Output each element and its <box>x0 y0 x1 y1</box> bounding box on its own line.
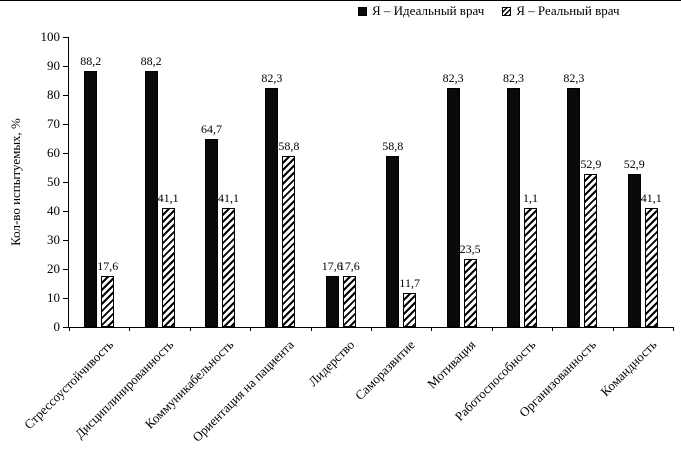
bar-real <box>101 275 115 327</box>
bar-ideal <box>627 173 641 327</box>
x-axis-tick <box>310 327 312 331</box>
x-axis-tick <box>69 327 70 331</box>
y-axis-tick <box>63 124 69 125</box>
y-axis-tick <box>63 327 69 328</box>
y-axis-tick <box>63 153 69 154</box>
y-axis-tick-label: 60 <box>47 145 60 160</box>
bar-real <box>222 207 235 327</box>
legend-label-real: Я – Реальный врач <box>516 3 620 18</box>
x-axis-tick <box>552 327 554 331</box>
y-axis-tick <box>63 298 69 299</box>
x-axis-tick <box>371 327 372 331</box>
top-border-rule <box>0 0 681 1</box>
bar-ideal <box>265 88 279 327</box>
x-axis-tick <box>491 327 493 331</box>
legend-swatch-hatch-icon <box>502 6 512 16</box>
x-axis-tick <box>612 327 614 331</box>
bar-value-label: 52,9 <box>623 156 645 171</box>
bar-value-label: 64,7 <box>201 122 222 137</box>
y-axis-tick-label: 20 <box>47 261 60 276</box>
category-label: Ориентация на пациента <box>189 337 298 445</box>
bar-value-label: 41,1 <box>218 190 239 205</box>
bar-ideal <box>386 156 400 327</box>
legend-label-ideal: Я – Идеальный врач <box>372 3 485 18</box>
x-axis-tick <box>129 327 131 331</box>
y-axis-tick-label: 10 <box>47 290 60 305</box>
bar-value-label: 17,6 <box>97 258 119 273</box>
plot-area: 0 10 20 30 40 50 60 70 80 90 100 88,2 17,6 Стрессоуст… <box>21 29 674 445</box>
y-axis-tick-label: 30 <box>47 232 60 247</box>
bar-value-label: 82,3 <box>503 71 524 86</box>
y-axis-tick-label: 80 <box>47 87 60 102</box>
bar-value-label: 88,2 <box>80 54 102 69</box>
y-axis-tick <box>63 37 69 38</box>
y-axis-tick <box>63 95 69 96</box>
bar-value-label: 23,5 <box>459 241 481 256</box>
x-axis-tick <box>673 327 674 331</box>
y-axis-tick-label: 100 <box>40 29 61 44</box>
bar-value-label: 82,3 <box>261 71 283 86</box>
bar-real <box>161 207 175 327</box>
bar-real <box>524 207 537 327</box>
category-label: Командность <box>597 337 660 400</box>
bar-ideal <box>567 88 581 327</box>
y-axis-tick-label: 90 <box>47 58 60 73</box>
bar-value-label: 82,3 <box>563 71 585 86</box>
legend: Я – Идеальный врач Я – Реальный врач <box>358 3 620 19</box>
legend-item-real: Я – Реальный врач <box>502 3 620 19</box>
bar-value-label: 58,8 <box>278 139 300 154</box>
bar-value-label: 88,2 <box>140 54 162 69</box>
bar-real <box>342 275 356 327</box>
y-axis-tick <box>63 240 69 241</box>
bar-ideal <box>84 71 98 327</box>
y-axis-tick <box>63 269 69 270</box>
legend-item-ideal: Я – Идеальный врач <box>358 3 484 19</box>
bar-real <box>403 293 417 327</box>
bar-value-label: 52,9 <box>580 156 602 171</box>
category-label: Дисциплинированность <box>71 337 177 442</box>
bar-value-label: 41,1 <box>157 190 179 205</box>
bar-real <box>463 258 477 327</box>
bar-value-label: 17,6 <box>338 258 360 273</box>
y-axis-tick-label: 50 <box>47 174 60 189</box>
legend-swatch-solid-icon <box>358 6 367 16</box>
bar-real <box>282 156 296 327</box>
x-axis-tick <box>431 327 433 331</box>
bar-value-label: 58,8 <box>382 139 404 154</box>
bar-ideal <box>325 275 339 327</box>
y-axis-tick-label: 70 <box>47 116 60 131</box>
x-axis-tick <box>189 327 191 331</box>
bar-value-label: 1,1 <box>523 190 538 205</box>
category-label: Мотивация <box>423 337 479 392</box>
bar-real <box>644 207 658 327</box>
y-axis-tick-label: 40 <box>47 203 60 218</box>
y-axis-tick <box>63 66 69 67</box>
bar-value-label: 41,1 <box>640 190 662 205</box>
category-label: Лидерство <box>305 337 358 390</box>
bar-ideal <box>507 88 520 327</box>
y-axis-tick-label: 0 <box>53 319 61 334</box>
bar-ideal <box>205 139 218 327</box>
y-axis-title: Кол-во испытуемых, % <box>8 118 23 246</box>
y-axis-tick <box>63 211 69 212</box>
bar-real <box>584 173 598 327</box>
category-label: Саморазвитие <box>351 337 418 403</box>
bar-value-label: 17,6 <box>321 258 343 273</box>
bar-ideal <box>144 71 158 327</box>
bar-value-label: 82,3 <box>442 71 464 86</box>
x-axis-tick <box>250 327 252 331</box>
bar-ideal <box>446 88 460 327</box>
bar-value-label: 11,7 <box>399 276 420 291</box>
y-axis-tick <box>63 182 69 183</box>
